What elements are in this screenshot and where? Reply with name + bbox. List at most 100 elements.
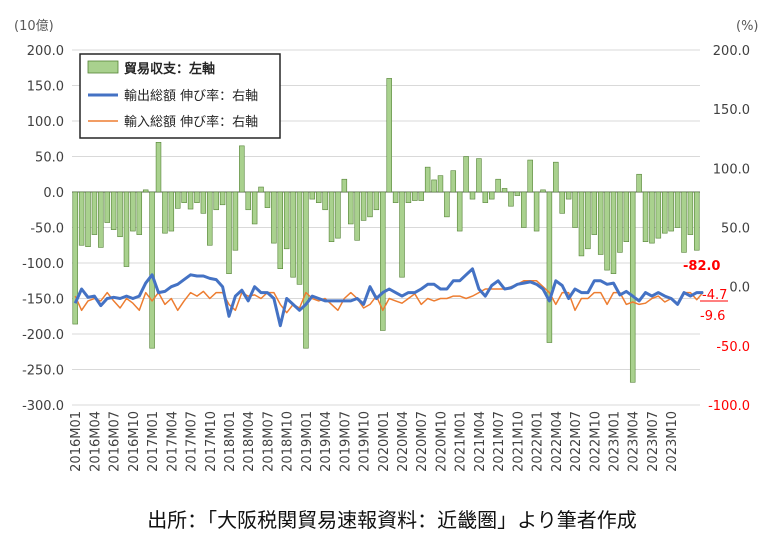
trade-balance-bar: [463, 156, 469, 193]
trade-balance-bar: [168, 191, 175, 232]
trade-balance-bar: [251, 191, 258, 225]
x-tick-label: 2021M10: [511, 411, 526, 472]
trade-balance-bar: [328, 191, 335, 243]
trade-balance-bar: [91, 191, 98, 235]
x-tick-label: 2017M07: [185, 411, 200, 472]
trade-balance-bar: [380, 191, 386, 331]
trade-balance-bar: [636, 173, 642, 193]
trade-balance-bar: [559, 191, 565, 214]
trade-balance-bar: [527, 159, 533, 193]
trade-balance-bar: [469, 191, 476, 200]
trade-balance-bar: [553, 161, 559, 193]
x-tick-label: 2016M01: [69, 411, 84, 472]
trade-balance-bar: [142, 189, 149, 193]
trade-balance-bar: [78, 191, 85, 246]
x-tick-label: 2017M10: [204, 411, 219, 472]
x-tick-label: 2023M01: [608, 411, 623, 472]
trade-balance-bar: [245, 191, 251, 211]
x-tick-label: 2023M07: [646, 411, 661, 472]
trade-balance-bar: [399, 191, 405, 278]
trade-balance-bar: [578, 191, 585, 257]
trade-balance-bar: [296, 191, 303, 285]
trade-balance-bar: [315, 191, 322, 203]
trade-balance-bar: [104, 191, 110, 223]
right-tick-label: -100.0: [708, 399, 750, 414]
trade-balance-bar: [219, 191, 226, 206]
left-tick-label: 0.0: [43, 186, 64, 201]
trade-balance-bar: [174, 191, 181, 209]
trade-balance-bar: [687, 191, 694, 235]
trade-balance-bar: [482, 191, 489, 203]
left-axis-unit: (10億): [14, 18, 54, 34]
trade-balance-bar: [207, 191, 213, 246]
left-tick-label: -100.0: [22, 257, 64, 272]
right-tick-label: 50.0: [721, 222, 750, 237]
trade-balance-bar: [187, 191, 194, 210]
left-tick-label: -200.0: [22, 328, 64, 343]
legend-swatch: [87, 60, 119, 74]
trade-balance-bar: [662, 191, 668, 234]
trade-balance-bar: [668, 191, 674, 232]
trade-balance-bar: [431, 179, 437, 193]
trade-balance-bar: [412, 191, 418, 201]
latest-balance-label: -82.0: [683, 259, 720, 274]
trade-balance-bar: [239, 145, 245, 193]
x-tick-label: 2017M04: [165, 411, 180, 472]
trade-balance-bar: [181, 191, 187, 203]
legend-label: 輸入総額 伸び率：右軸: [124, 114, 258, 130]
x-tick-label: 2018M10: [281, 411, 296, 472]
right-tick-label: 0.0: [729, 281, 750, 296]
x-tick-label: 2021M07: [492, 411, 507, 472]
left-tick-label: -50.0: [30, 222, 64, 237]
trade-balance-bar: [521, 191, 527, 228]
left-tick-label: 50.0: [35, 151, 64, 166]
left-tick-label: -150.0: [22, 293, 64, 308]
trade-balance-bar: [623, 191, 630, 243]
x-tick-label: 2021M04: [473, 411, 488, 472]
trade-balance-bar: [444, 191, 450, 218]
trade-balance-bar: [604, 191, 610, 271]
legend-label: 貿易収支：左軸: [124, 61, 215, 77]
x-tick-label: 2023M04: [627, 411, 642, 472]
import-growth-line: [74, 280, 704, 314]
trade-balance-bar: [341, 178, 348, 193]
trade-balance-bar: [136, 191, 143, 235]
export-growth-line: [73, 267, 704, 328]
left-tick-label: -300.0: [22, 399, 64, 414]
trade-balance-bar: [572, 191, 578, 228]
left-axis: 200.0 150.0 100.0 50.0 0.0 -50.0 -100.0 -150.0 -…: [22, 44, 64, 414]
x-tick-label: 2019M04: [319, 411, 334, 472]
trade-balance-bar: [514, 191, 521, 196]
trade-balance-bar: [258, 186, 264, 193]
trade-balance-bar: [655, 191, 662, 239]
trade-balance-bar: [264, 191, 271, 208]
trade-balance-bar: [617, 191, 623, 253]
left-tick-label: 200.0: [27, 44, 64, 59]
trade-balance-bar: [283, 191, 290, 250]
trade-balance-bar: [501, 188, 508, 193]
x-tick-label: 2020M01: [377, 411, 392, 472]
trade-balance-bar: [533, 191, 540, 232]
growth-lines: [73, 267, 704, 328]
trade-balance-bar: [546, 191, 553, 343]
trade-balance-bar: [424, 166, 431, 193]
trade-balance-bar: [72, 191, 78, 325]
right-tick-label: -50.0: [716, 340, 750, 355]
trade-balance-bar: [386, 78, 392, 193]
x-tick-label: 2022M01: [531, 411, 546, 472]
trade-balance-bar: [162, 191, 168, 234]
trade-balance-bar: [110, 191, 117, 230]
trade-balance-bar: [155, 142, 162, 193]
trade-balance-bar: [591, 191, 598, 235]
x-tick-label: 2022M07: [569, 411, 584, 472]
trade-balance-bar: [373, 191, 380, 211]
trade-balance-bar: [271, 191, 277, 244]
left-tick-label: 150.0: [27, 80, 64, 95]
trade-balance-bar: [348, 191, 354, 225]
trade-balance-bar: [277, 191, 284, 269]
trade-balance-bar: [674, 191, 681, 228]
trade-balance-bar: [290, 191, 296, 278]
latest-export-growth-label: -4.7: [702, 288, 727, 303]
trade-balance-bar: [649, 191, 655, 244]
x-tick-label: 2017M01: [146, 411, 161, 472]
